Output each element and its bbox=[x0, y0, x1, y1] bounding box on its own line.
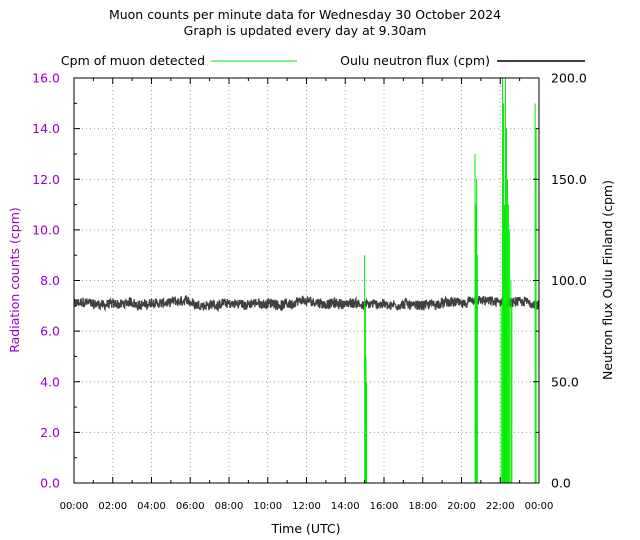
y-left-tick-label: 4.0 bbox=[40, 374, 60, 389]
x-axis-label: Time (UTC) bbox=[270, 521, 340, 536]
x-tick-label: 00:00 bbox=[525, 501, 554, 512]
x-tick-label: 16:00 bbox=[370, 501, 399, 512]
x-tick-label: 08:00 bbox=[215, 501, 244, 512]
x-tick-label: 02:00 bbox=[98, 501, 127, 512]
x-tick-label: 00:00 bbox=[60, 501, 89, 512]
x-tick-label: 14:00 bbox=[331, 501, 360, 512]
y-right-tick-label: 200.0 bbox=[551, 71, 587, 86]
y-left-tick-label: 2.0 bbox=[40, 425, 60, 440]
y-left-tick-label: 14.0 bbox=[32, 121, 60, 136]
y-left-tick-label: 8.0 bbox=[40, 273, 60, 288]
chart-title: Muon counts per minute data for Wednesda… bbox=[109, 7, 501, 22]
neutron-series bbox=[73, 295, 540, 312]
y-right-tick-label: 0.0 bbox=[551, 476, 571, 491]
x-tick-label: 22:00 bbox=[486, 501, 515, 512]
legend-label-neutron: Oulu neutron flux (cpm) bbox=[340, 53, 490, 68]
muon-series bbox=[364, 78, 537, 483]
y-left-tick-label: 16.0 bbox=[32, 71, 60, 86]
grid-lines bbox=[74, 78, 539, 483]
y-left-tick-label: 12.0 bbox=[32, 172, 60, 187]
y-axis-left-label: Radiation counts (cpm) bbox=[7, 207, 22, 353]
y-right-tick-label: 50.0 bbox=[551, 374, 579, 389]
y-right-tick-label: 150.0 bbox=[551, 172, 587, 187]
x-axis: 00:00 02:00 04:00 06:00 08:00 10:00 12:00 14:00… bbox=[60, 78, 554, 512]
x-tick-label: 20:00 bbox=[447, 501, 476, 512]
y-left-tick-label: 10.0 bbox=[32, 222, 60, 237]
y-axis-left: 0.0 2.0 4.0 6.0 8.0 10.0 12.0 14.0 16.0 bbox=[32, 71, 80, 491]
y-axis-right-label: Neutron flux Oulu Finland (cpm) bbox=[600, 180, 615, 380]
y-axis-right: 0.0 50.0 100.0 150.0 200.0 bbox=[533, 71, 587, 491]
neutron-flux-line bbox=[73, 295, 540, 312]
x-tick-label: 04:00 bbox=[137, 501, 166, 512]
y-right-tick-label: 100.0 bbox=[551, 273, 587, 288]
y-left-tick-label: 0.0 bbox=[40, 476, 60, 491]
legend-label-muon: Cpm of muon detected bbox=[61, 53, 205, 68]
x-tick-label: 06:00 bbox=[176, 501, 205, 512]
chart-subtitle: Graph is updated every day at 9.30am bbox=[184, 23, 427, 38]
x-tick-label: 18:00 bbox=[408, 501, 437, 512]
legend: Cpm of muon detected Oulu neutron flux (… bbox=[61, 53, 585, 68]
y-left-tick-label: 6.0 bbox=[40, 324, 60, 339]
x-tick-label: 10:00 bbox=[253, 501, 282, 512]
x-tick-label: 12:00 bbox=[292, 501, 321, 512]
